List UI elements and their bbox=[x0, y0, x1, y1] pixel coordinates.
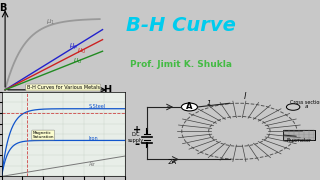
Text: B-H Curve: B-H Curve bbox=[126, 16, 236, 35]
Text: Cross section: Cross section bbox=[290, 100, 320, 105]
Text: Prof. Jimit K. Shukla: Prof. Jimit K. Shukla bbox=[130, 60, 232, 69]
Text: D.C
supply: D.C supply bbox=[128, 132, 144, 143]
Text: Fluxmeter: Fluxmeter bbox=[286, 138, 311, 143]
Text: 1: 1 bbox=[206, 100, 211, 106]
Title: B-H Curves for Various Metals: B-H Curves for Various Metals bbox=[27, 85, 100, 90]
Text: S.Steel: S.Steel bbox=[89, 104, 106, 109]
Text: a: a bbox=[305, 104, 308, 109]
Circle shape bbox=[181, 103, 197, 111]
Text: Magnetic
Saturation: Magnetic Saturation bbox=[32, 131, 54, 139]
Text: l: l bbox=[244, 92, 246, 101]
Text: -: - bbox=[134, 138, 139, 151]
Circle shape bbox=[286, 104, 300, 110]
Text: +: + bbox=[132, 125, 141, 135]
Text: B: B bbox=[0, 3, 7, 13]
Text: $\mu_1$: $\mu_1$ bbox=[46, 18, 55, 27]
Text: 2A: 2A bbox=[168, 159, 177, 165]
Text: $\mu_p$: $\mu_p$ bbox=[69, 42, 79, 52]
Text: H: H bbox=[103, 85, 111, 95]
FancyBboxPatch shape bbox=[283, 130, 315, 140]
Text: Air: Air bbox=[89, 162, 96, 167]
Text: Iron: Iron bbox=[89, 136, 99, 141]
Text: $\mu_0$: $\mu_0$ bbox=[77, 47, 86, 56]
Text: $\mu_d$: $\mu_d$ bbox=[73, 57, 83, 66]
Text: A: A bbox=[186, 102, 193, 111]
